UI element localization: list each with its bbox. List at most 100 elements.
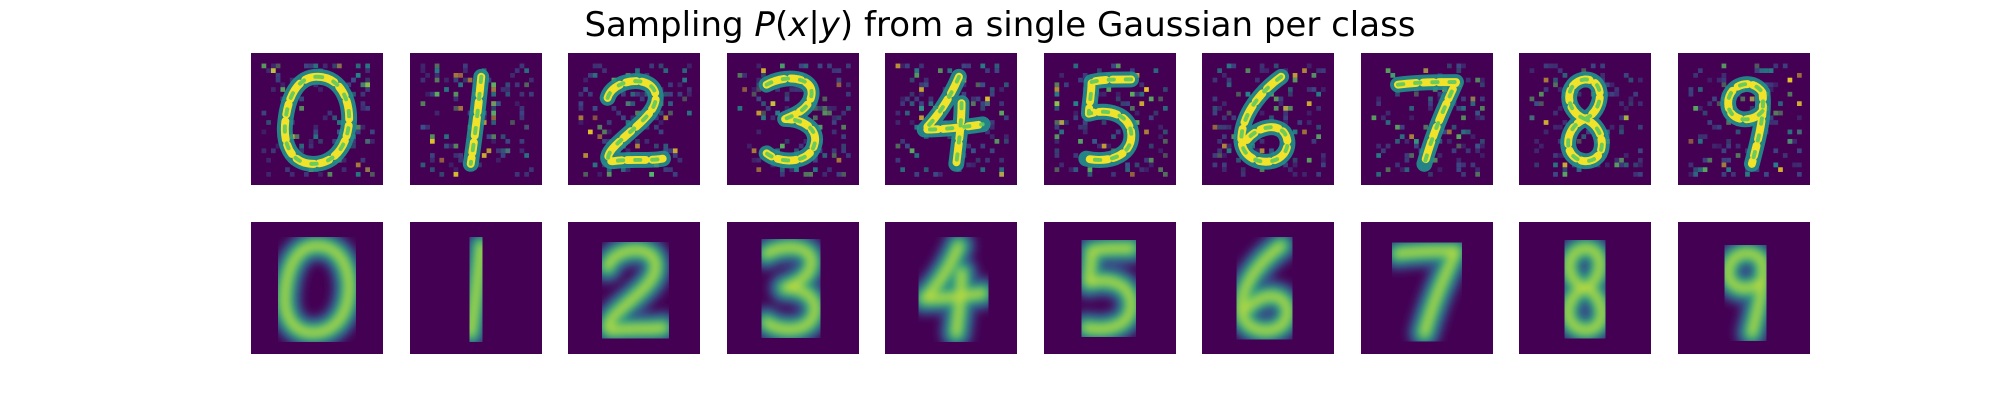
noise-pixel — [495, 101, 501, 106]
noise-pixel — [524, 124, 529, 130]
noise-pixel — [1707, 120, 1713, 125]
noise-pixel — [663, 91, 669, 97]
noise-pixel — [597, 134, 603, 139]
noise-pixel — [1404, 157, 1410, 163]
noise-pixel — [1385, 110, 1391, 116]
noise-pixel — [597, 124, 603, 130]
noise-pixel — [458, 82, 463, 88]
title-math-bar: | — [808, 5, 820, 45]
noise-pixel — [1562, 72, 1568, 78]
noise-pixel — [1106, 143, 1112, 149]
noise-pixel — [1054, 153, 1060, 158]
noise-pixel — [625, 148, 631, 154]
noise-pixel — [332, 115, 337, 121]
noise-pixel — [904, 96, 910, 102]
noise-pixel — [606, 167, 612, 172]
noise-pixel — [420, 63, 426, 69]
noise-pixel — [592, 162, 598, 168]
noise-pixel — [1292, 72, 1298, 78]
noise-pixel — [1604, 82, 1610, 88]
noise-pixel — [1212, 105, 1218, 111]
noise-pixel — [914, 96, 920, 102]
noise-pixel — [620, 91, 626, 97]
noise-pixel — [1390, 72, 1396, 78]
noise-pixel — [1475, 143, 1480, 149]
noise-pixel — [937, 171, 943, 177]
noise-pixel — [1688, 87, 1694, 92]
sample-accent-stroke — [922, 74, 985, 166]
sample-image-3 — [727, 53, 859, 185]
noise-pixel — [1534, 148, 1539, 154]
noise-pixel — [1139, 91, 1145, 97]
noise-pixel — [1796, 72, 1802, 78]
noise-pixel — [1129, 91, 1135, 97]
noise-pixel — [519, 105, 525, 111]
noise-pixel — [1385, 167, 1391, 172]
noise-pixel — [798, 87, 804, 92]
noise-pixel — [803, 63, 809, 69]
noise-pixel — [775, 87, 780, 92]
noise-pixel — [1456, 134, 1462, 139]
digit-image-svg — [737, 63, 851, 177]
noise-pixel — [1409, 115, 1414, 121]
noise-pixel — [1702, 167, 1708, 172]
noise-pixel — [970, 148, 976, 154]
noise-pixel — [1768, 120, 1774, 125]
noise-pixel — [1475, 171, 1480, 177]
noise-pixel — [756, 63, 762, 69]
sample-image-6 — [1202, 53, 1334, 185]
noise-pixel — [1054, 120, 1060, 125]
noise-pixel — [514, 68, 520, 73]
noise-pixel — [999, 157, 1004, 163]
noise-pixel — [1078, 77, 1083, 83]
noise-pixel — [360, 91, 366, 97]
noise-pixel — [505, 91, 511, 97]
noise-pixel — [919, 91, 924, 97]
noise-pixel — [836, 157, 842, 163]
noise-pixel — [836, 77, 842, 83]
mean-image-6 — [1202, 222, 1334, 354]
noise-pixel — [592, 63, 598, 69]
noise-pixel — [1778, 167, 1783, 172]
noise-pixel — [313, 134, 319, 139]
noise-pixel — [1529, 96, 1535, 102]
noise-pixel — [597, 171, 603, 177]
noise-pixel — [1003, 82, 1009, 88]
noise-pixel — [1129, 68, 1135, 73]
noise-pixel — [1217, 138, 1222, 144]
noise-pixel — [1437, 138, 1443, 144]
noise-pixel — [1768, 68, 1774, 73]
noise-pixel — [1479, 82, 1485, 88]
noise-pixel — [1759, 68, 1764, 73]
noise-pixel — [505, 82, 511, 88]
noise-pixel — [649, 63, 654, 69]
noise-pixel — [1409, 105, 1414, 111]
noise-pixel — [1707, 101, 1713, 106]
noise-pixel — [491, 134, 496, 139]
noise-pixel — [1461, 143, 1466, 149]
noise-pixel — [1470, 134, 1476, 139]
noise-pixel — [841, 124, 846, 130]
noise-pixel — [1745, 171, 1750, 177]
noise-pixel — [355, 162, 361, 168]
noise-pixel — [270, 68, 276, 73]
noise-pixel — [369, 138, 375, 144]
noise-pixel — [1763, 68, 1769, 73]
noise-pixel — [1749, 96, 1755, 102]
noise-pixel — [1697, 68, 1703, 73]
noise-pixel — [360, 157, 366, 163]
noise-pixel — [1115, 129, 1121, 135]
noise-pixel — [1702, 157, 1708, 163]
noise-pixel — [458, 105, 463, 111]
noise-pixel — [1787, 129, 1793, 135]
noise-pixel — [1623, 162, 1629, 168]
noise-pixel — [1633, 171, 1638, 177]
noise-pixel — [1380, 115, 1386, 121]
noise-pixel — [1456, 63, 1462, 69]
noise-pixel — [1144, 129, 1149, 135]
noise-pixel — [630, 101, 636, 106]
noise-pixel — [1054, 124, 1060, 130]
noise-pixel — [332, 63, 337, 69]
mean-image-9 — [1678, 222, 1810, 354]
noise-pixel — [592, 72, 598, 78]
